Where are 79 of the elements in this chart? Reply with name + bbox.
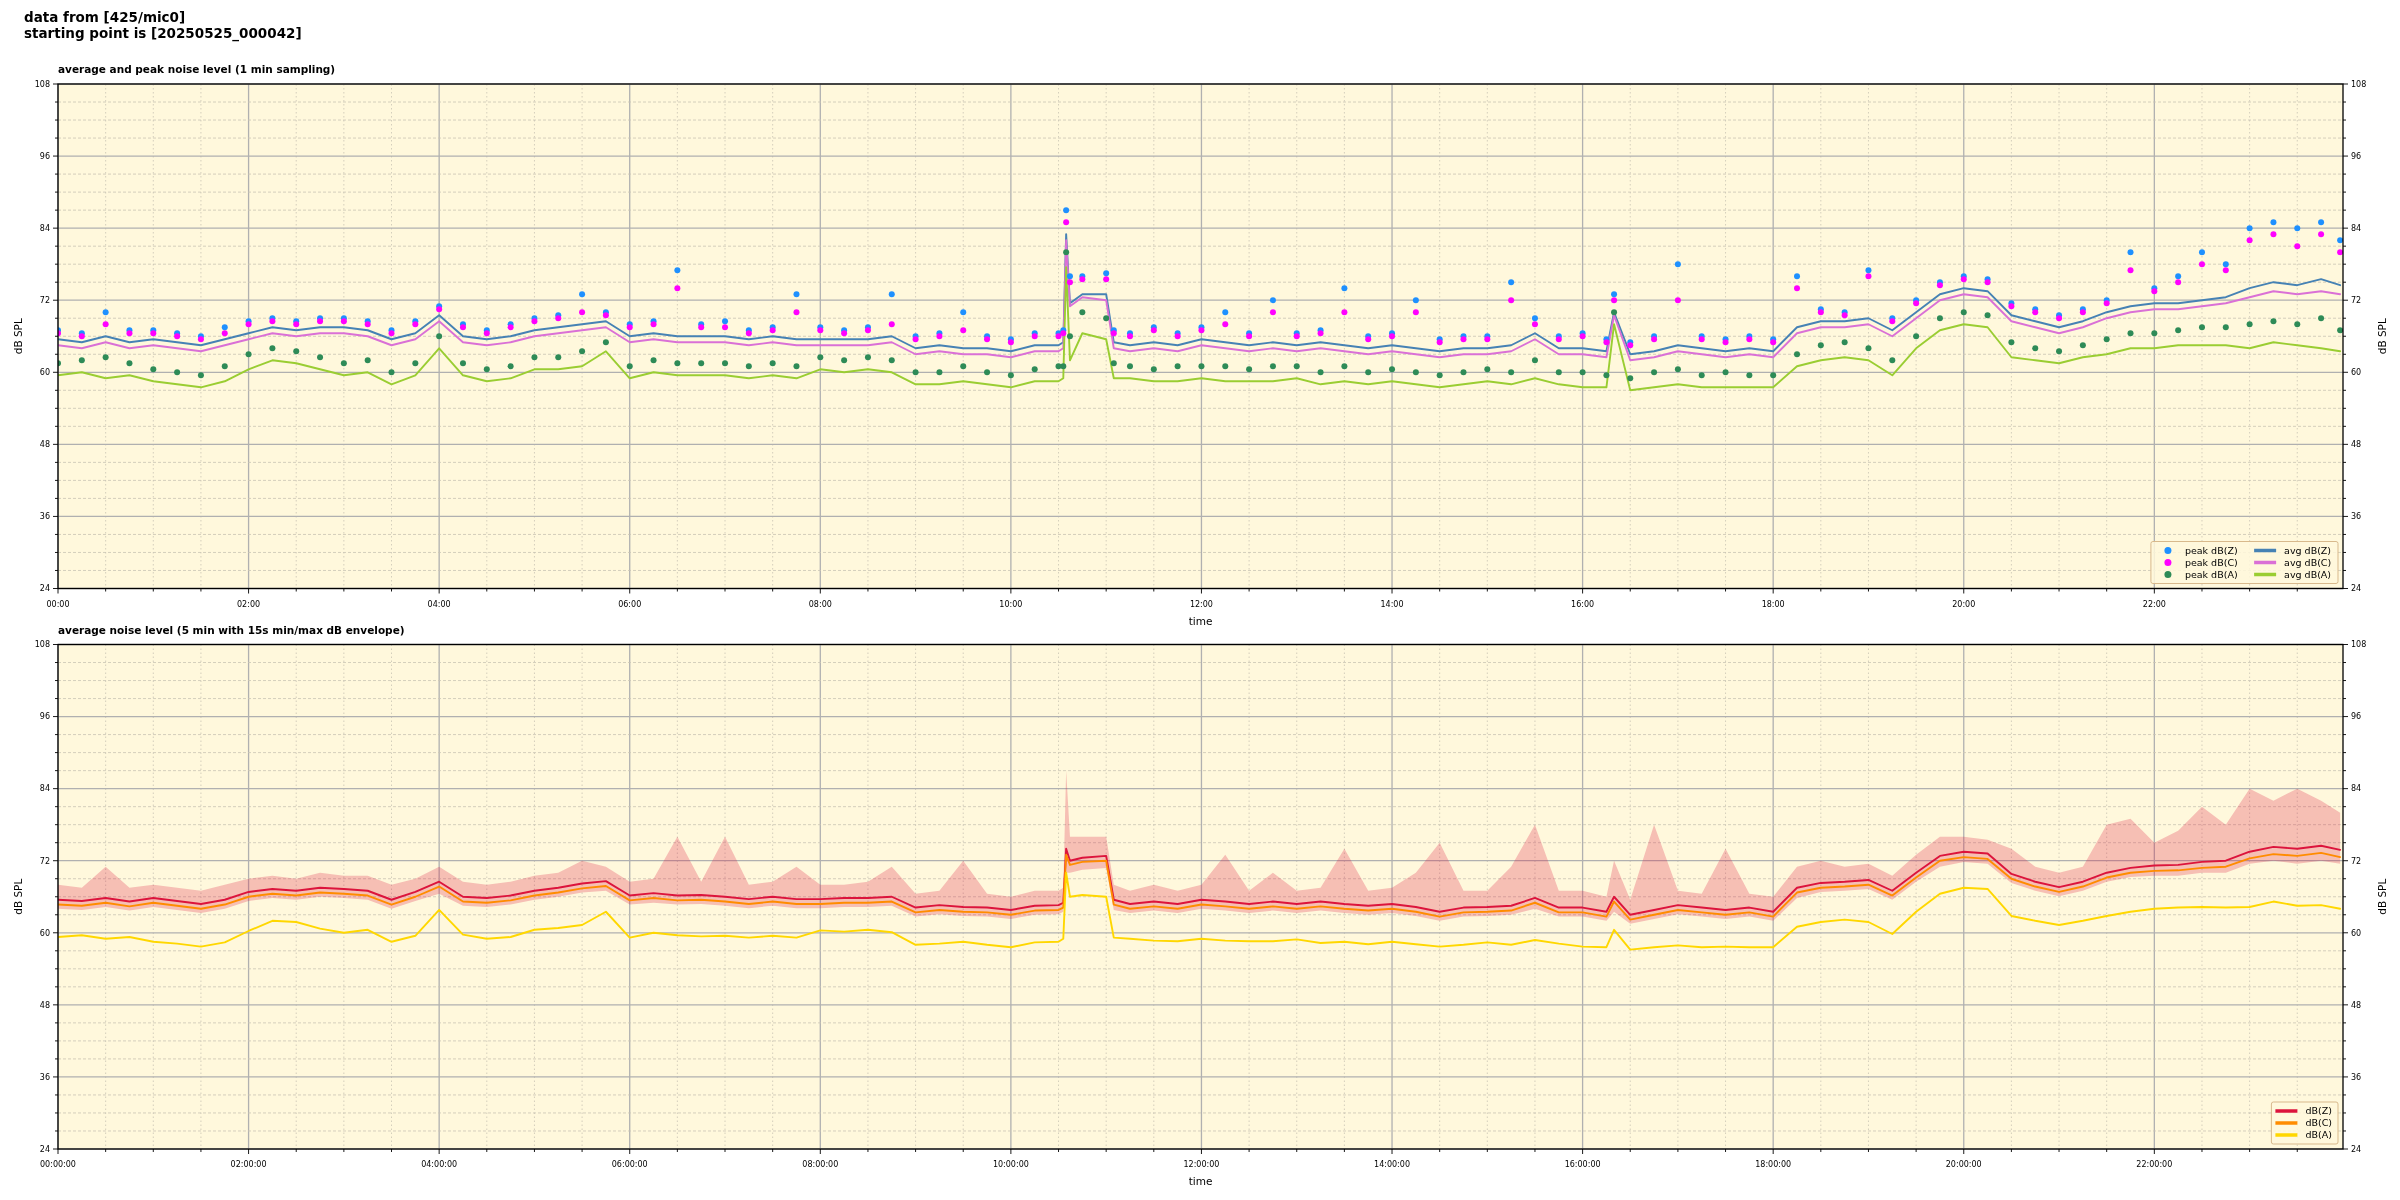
y2-tick-label: 24 [2351,584,2362,594]
legend-label: peak dB(C) [2184,556,2238,568]
y-tick-label: 48 [39,1000,50,1010]
x-tick-label: 22:00 [2142,599,2166,609]
y-tick-label: 60 [39,928,50,938]
line-series [58,266,2342,392]
y-tick-label: 24 [39,1144,50,1154]
y2-tick-label: 72 [2351,856,2362,866]
y-tick-label: 96 [39,151,50,161]
x-tick-label: 22:00:00 [2136,1160,2173,1169]
y-tick-label: 24 [39,584,50,594]
y2-tick-label: 84 [2351,784,2362,794]
x-tick-label: 18:00:00 [1755,1160,1792,1169]
chart-title: average noise level (5 min with 15s min/max dB envelope) [58,623,405,636]
y2-tick-label: 96 [2351,712,2362,722]
legend-label: dB(A) [2305,1129,2332,1141]
y2-tick-label: 72 [2351,296,2362,306]
legend-label: avg dB(Z) [2284,544,2332,556]
y2-axis-title: dB SPL [2376,318,2388,355]
y-tick-label: 36 [39,512,50,522]
y-tick-label: 84 [39,784,50,794]
x-tick-label: 08:00 [808,599,832,609]
line-series [58,844,2342,916]
x-tick-label: 08:00:00 [802,1160,839,1169]
y-tick-label: 36 [39,1072,50,1082]
y2-tick-label: 48 [2351,440,2362,450]
y2-tick-label: 60 [2351,928,2362,938]
y-tick-label: 96 [39,712,50,722]
x-tick-label: 04:00 [427,599,451,609]
y-axis-title: dB SPL [12,318,24,355]
legend-label: peak dB(Z) [2184,544,2238,556]
text: data from [425/mic0] [24,9,186,25]
line-series [58,871,2342,951]
chart-title: average and peak noise level (1 min sampling) [58,63,336,75]
legend-label: dB(C) [2305,1117,2332,1129]
legend-label: peak dB(A) [2184,568,2238,580]
y2-tick-label: 36 [2351,512,2362,522]
y-tick-label: 108 [34,640,50,650]
x-axis-title: time [1188,1175,1213,1187]
text: starting point is [20250525_000042] [24,24,302,42]
y-tick-label: 72 [39,856,50,866]
x-tick-label: 14:00 [1380,599,1404,609]
y2-tick-label: 60 [2351,368,2362,378]
x-tick-label: 20:00:00 [1945,1160,1982,1169]
y2-tick-label: 84 [2351,223,2362,233]
y2-tick-label: 48 [2351,1000,2362,1010]
x-tick-label: 00:00 [46,599,70,609]
x-tick-label: 16:00 [1571,599,1595,609]
x-tick-label: 00:00:00 [40,1160,76,1169]
x-tick-label: 06:00 [618,599,642,609]
y-tick-label: 60 [39,368,50,378]
x-tick-label: 12:00 [1189,599,1213,609]
y2-axis-title: dB SPL [2376,878,2388,915]
x-tick-label: 02:00:00 [230,1160,267,1169]
y-tick-label: 72 [39,296,50,306]
y2-tick-label: 96 [2351,151,2362,161]
x-tick-label: 16:00:00 [1564,1160,1601,1169]
y2-tick-label: 36 [2351,1072,2362,1082]
x-tick-label: 10:00 [999,599,1023,609]
x-tick-label: 14:00:00 [1374,1160,1410,1169]
x-tick-label: 12:00:00 [1183,1160,1220,1169]
y-axis-title: dB SPL [12,878,24,915]
legend-label: avg dB(A) [2284,568,2332,580]
x-tick-label: 20:00 [1952,599,1976,609]
line-series [58,851,2342,921]
legend-label: dB(Z) [2305,1105,2332,1117]
y-tick-label: 48 [39,440,50,450]
y-tick-label: 84 [39,223,50,233]
y2-tick-label: 108 [2351,640,2367,650]
x-axis-title: time [1188,614,1213,627]
x-tick-label: 18:00 [1761,599,1785,609]
legend-label: avg dB(C) [2284,556,2332,568]
x-tick-label: 04:00:00 [421,1160,458,1169]
x-tick-label: 10:00:00 [992,1160,1029,1169]
y2-tick-label: 24 [2351,1144,2362,1154]
x-tick-label: 02:00 [237,599,261,609]
x-tick-label: 06:00:00 [611,1160,648,1169]
y-tick-label: 108 [34,79,50,89]
y2-tick-label: 108 [2351,79,2367,89]
